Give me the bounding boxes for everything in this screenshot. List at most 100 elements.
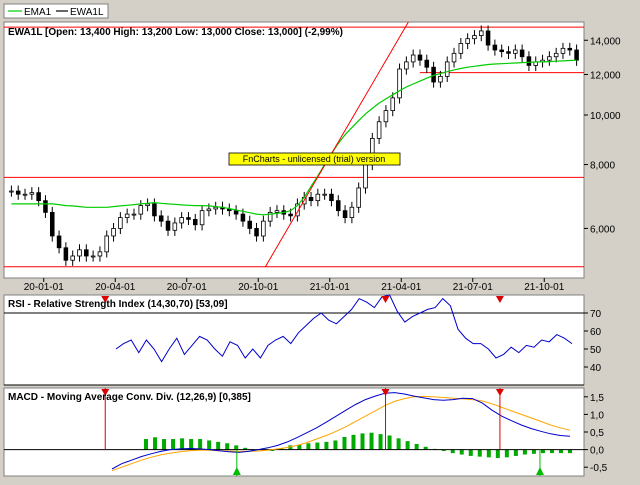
candle-body bbox=[553, 52, 559, 58]
macd-y-tick-label: -0,5 bbox=[590, 463, 608, 474]
candle-body bbox=[472, 35, 477, 40]
rsi-y-tick-label: 70 bbox=[590, 309, 602, 320]
date-tick-label: 21-04-01 bbox=[381, 282, 421, 293]
candle-body bbox=[519, 49, 525, 58]
watermark: FnCharts - unlicensed (trial) version bbox=[243, 154, 386, 164]
rsi-y-tick-label: 40 bbox=[590, 363, 602, 374]
macd-y-tick-label: 0,5 bbox=[590, 428, 604, 439]
macd-y-tick-label: 0,0 bbox=[590, 446, 604, 457]
candle-body bbox=[15, 190, 21, 195]
candle-body bbox=[247, 220, 253, 229]
macd-histogram-bar bbox=[558, 449, 563, 454]
macd-signal-line bbox=[111, 395, 571, 472]
macd-histogram-bar bbox=[189, 439, 194, 450]
price-panel bbox=[3, 21, 585, 279]
candle-body bbox=[111, 228, 116, 237]
candle-body bbox=[240, 213, 246, 222]
candle-body bbox=[410, 54, 416, 63]
price-y-tick-label: 10,000 bbox=[590, 111, 621, 122]
macd-histogram-bar bbox=[153, 437, 158, 450]
date-axis: 20-01-01 20-04-01 20-07-01 20-10-01 21-01-01… bbox=[24, 278, 565, 293]
candle-body bbox=[322, 193, 327, 196]
macd-histogram-bar bbox=[216, 441, 221, 450]
candle-body bbox=[138, 205, 144, 215]
candle-body bbox=[295, 203, 300, 217]
rsi-panel bbox=[3, 294, 585, 386]
rsi-sell-marker bbox=[381, 296, 390, 303]
candle-body bbox=[84, 249, 89, 257]
candle-body bbox=[492, 44, 498, 51]
macd-histogram-bar bbox=[162, 439, 167, 450]
date-tick-label: 21-07-01 bbox=[453, 282, 493, 293]
macd-histogram-bar bbox=[333, 440, 338, 450]
sell-marker bbox=[381, 389, 390, 396]
trendline bbox=[264, 21, 409, 267]
macd-histogram-bar bbox=[144, 439, 148, 450]
candle-body bbox=[574, 49, 579, 61]
price-y-tick-label: 8,000 bbox=[590, 161, 615, 172]
candle-body bbox=[417, 54, 423, 61]
candle-body bbox=[444, 61, 450, 77]
rsi-y-tick-label: 60 bbox=[590, 327, 602, 338]
candle-body bbox=[206, 208, 212, 212]
price-title: EWA1L [Open: 13,400 High: 13,200 Low: 13… bbox=[8, 27, 343, 38]
candle-body bbox=[90, 255, 96, 258]
macd-histogram-bar bbox=[414, 443, 419, 450]
macd-histogram-bar bbox=[405, 441, 410, 450]
candle-body bbox=[397, 68, 402, 99]
date-tick-label: 20-04-01 bbox=[95, 282, 135, 293]
macd-histogram-bar bbox=[207, 440, 212, 450]
candle-body bbox=[56, 235, 62, 249]
candle-body bbox=[349, 206, 355, 219]
macd-histogram-bar bbox=[378, 434, 383, 450]
candle-body bbox=[499, 49, 504, 53]
macd-histogram-bar bbox=[279, 448, 284, 450]
candle-body bbox=[131, 213, 137, 216]
macd-histogram-bar bbox=[513, 449, 518, 456]
candle-body bbox=[451, 52, 457, 63]
candle-body bbox=[29, 192, 35, 195]
candle-body bbox=[513, 49, 518, 54]
macd-histogram-bar bbox=[369, 432, 374, 450]
date-tick-label: 21-01-01 bbox=[310, 282, 350, 293]
candle-body bbox=[267, 211, 273, 222]
candle-body bbox=[567, 47, 573, 51]
candle-body bbox=[145, 203, 150, 206]
macd-histogram-bar bbox=[234, 445, 239, 450]
macd-histogram-bar bbox=[360, 433, 365, 450]
macd-y-axis: -0,5 0,0 0,5 1,0 1,5 bbox=[584, 393, 608, 474]
macd-histogram-bar bbox=[396, 438, 401, 450]
candle-body bbox=[179, 217, 184, 224]
candle-body bbox=[63, 247, 69, 261]
candle-body bbox=[172, 222, 178, 231]
price-y-tick-label: 6,000 bbox=[590, 224, 615, 235]
rsi-y-axis: 40 50 60 70 bbox=[584, 309, 602, 374]
sell-marker bbox=[495, 389, 504, 396]
macd-histogram-bar bbox=[468, 449, 473, 456]
legend-label-ema: EMA1 bbox=[24, 7, 52, 18]
candle-body bbox=[77, 249, 82, 257]
candle-body bbox=[261, 220, 266, 237]
candle-body bbox=[363, 164, 368, 189]
candle-body bbox=[390, 97, 396, 111]
macd-histogram-bar bbox=[351, 434, 356, 450]
candle-body bbox=[547, 56, 552, 61]
candle-body bbox=[526, 56, 532, 66]
macd-histogram-bar bbox=[549, 449, 554, 454]
price-candles bbox=[9, 25, 579, 266]
candle-body bbox=[376, 121, 382, 139]
candle-body bbox=[315, 193, 321, 202]
candle-body bbox=[308, 197, 314, 202]
candle-body bbox=[22, 193, 28, 196]
rsi-markers bbox=[101, 296, 504, 303]
macd-title: MACD - Moving Average Conv. Div. (12,26,… bbox=[8, 392, 251, 403]
candle-body bbox=[288, 213, 293, 217]
candle-body bbox=[485, 30, 491, 46]
candle-body bbox=[186, 217, 191, 220]
candle-body bbox=[36, 192, 41, 202]
candle-body bbox=[97, 251, 103, 257]
macd-histogram-bar bbox=[540, 449, 545, 454]
macd-histogram-bar bbox=[450, 449, 455, 454]
legend-label-ewa: EWA1L bbox=[70, 7, 104, 18]
